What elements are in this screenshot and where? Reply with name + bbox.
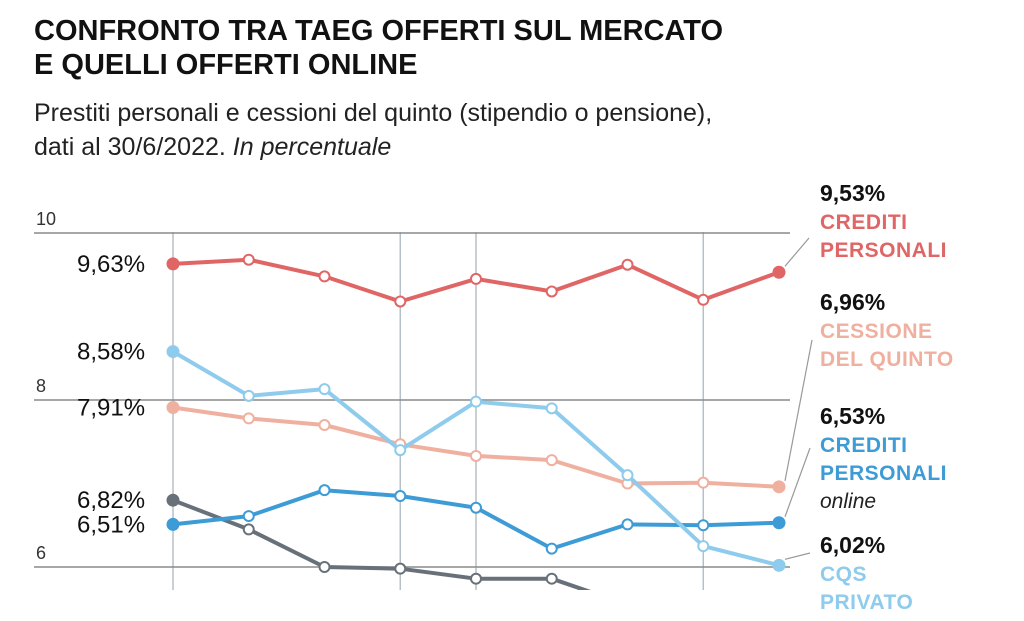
- data-point-crediti-personali-4: [470, 272, 482, 285]
- start-label-cqs-online: 6,82%: [77, 487, 145, 514]
- y-tick-label-10: 10: [36, 209, 56, 229]
- data-point-cqs-privato-6: [621, 469, 634, 482]
- data-point-crediti-personali-6: [621, 258, 634, 271]
- end-sub-crediti-personali-online: online: [820, 490, 876, 513]
- data-point-crediti-personali-online-3: [394, 490, 407, 503]
- data-point-cqs-online-5: [545, 572, 558, 585]
- data-point-cqs-online-3: [394, 562, 407, 575]
- data-point-crediti-personali-online-5: [545, 542, 558, 555]
- data-point-crediti-personali-online-7: [697, 519, 710, 532]
- end-name-crediti-personali-online-0: CREDITI: [820, 434, 908, 457]
- data-point-crediti-personali-0: [166, 257, 180, 271]
- series-layer: [166, 253, 786, 610]
- data-point-cessione-del-quinto-4: [470, 449, 482, 462]
- data-point-cqs-privato-4: [470, 395, 482, 408]
- leader-line-crediti-personali: [784, 237, 810, 267]
- end-value-cessione-del-quinto: 6,96%: [820, 289, 885, 315]
- chart-title-line-1: CONFRONTO TRA TAEG OFFERTI SUL MERCATO: [34, 15, 724, 47]
- data-point-cessione-del-quinto-1: [242, 412, 255, 425]
- data-point-cqs-online-6: [623, 600, 633, 610]
- data-point-crediti-personali-7: [697, 293, 710, 306]
- subtitle-unit: In percentuale: [232, 133, 392, 161]
- data-point-crediti-personali-5: [545, 285, 558, 298]
- data-point-crediti-personali-8: [772, 265, 786, 279]
- data-point-crediti-personali-2: [318, 270, 331, 283]
- start-label-crediti-personali-online: 6,51%: [77, 511, 145, 538]
- data-point-cessione-del-quinto-8: [772, 480, 786, 494]
- leader-line-cqs-privato: [784, 552, 811, 560]
- subtitle-line-1: Prestiti personali e cessioni del quinto…: [34, 99, 713, 127]
- end-value-crediti-personali: 9,53%: [820, 180, 885, 206]
- start-label-cqs-privato: 8,58%: [77, 339, 145, 366]
- data-point-cqs-online-1: [242, 523, 255, 536]
- end-name-cessione-del-quinto-0: CESSIONE: [820, 320, 933, 343]
- data-point-cqs-privato-3: [394, 444, 407, 457]
- end-value-crediti-personali-online: 6,53%: [820, 403, 885, 429]
- end-name-cqs-privato-1: PRIVATO: [820, 591, 913, 614]
- data-point-cqs-privato-0: [166, 345, 180, 359]
- data-point-cqs-privato-1: [242, 389, 255, 402]
- data-point-cessione-del-quinto-2: [318, 419, 331, 432]
- chart-subtitle: Prestiti personali e cessioni del quinto…: [34, 96, 712, 164]
- data-point-cqs-privato-5: [545, 402, 558, 415]
- data-point-crediti-personali-online-4: [470, 501, 482, 514]
- data-point-cqs-privato-2: [318, 383, 331, 396]
- data-point-cessione-del-quinto-5: [545, 454, 558, 467]
- y-tick-label-8: 8: [36, 376, 46, 396]
- end-name-crediti-personali-0: CREDITI: [820, 211, 908, 234]
- chart-title: CONFRONTO TRA TAEG OFFERTI SUL MERCATO E…: [34, 14, 723, 82]
- end-name-cessione-del-quinto-1: DEL QUINTO: [820, 348, 954, 371]
- data-point-crediti-personali-1: [242, 253, 255, 266]
- end-value-cqs-privato: 6,02%: [820, 532, 885, 558]
- start-label-cessione-del-quinto: 7,91%: [77, 395, 145, 422]
- data-point-cqs-online-2: [318, 561, 331, 573]
- subtitle-line-2: dati al 30/6/2022.: [34, 133, 226, 161]
- leader-line-cessione-del-quinto: [784, 339, 813, 481]
- data-point-cqs-online-4: [470, 572, 482, 585]
- data-point-cessione-del-quinto-7: [697, 476, 710, 489]
- y-tick-label-6: 6: [36, 543, 46, 563]
- end-name-crediti-personali-1: PERSONALI: [820, 239, 947, 262]
- chart-title-line-2: E QUELLI OFFERTI ONLINE: [34, 49, 418, 81]
- start-label-crediti-personali: 9,63%: [77, 251, 145, 278]
- data-point-crediti-personali-online-8: [772, 516, 786, 530]
- data-point-crediti-personali-online-0: [166, 517, 180, 531]
- data-point-crediti-personali-online-1: [242, 510, 255, 523]
- data-point-cessione-del-quinto-0: [166, 401, 180, 415]
- data-point-crediti-personali-online-2: [318, 484, 331, 497]
- leader-line-crediti-personali-online: [784, 447, 811, 517]
- data-point-crediti-personali-online-6: [621, 518, 634, 531]
- data-point-cqs-privato-8: [772, 558, 786, 572]
- data-point-cqs-privato-7: [697, 540, 710, 553]
- end-name-crediti-personali-online-1: PERSONALI: [820, 462, 947, 485]
- data-point-cqs-online-0: [166, 493, 180, 507]
- data-point-crediti-personali-3: [394, 295, 407, 308]
- end-name-cqs-privato-0: CQS: [820, 563, 867, 586]
